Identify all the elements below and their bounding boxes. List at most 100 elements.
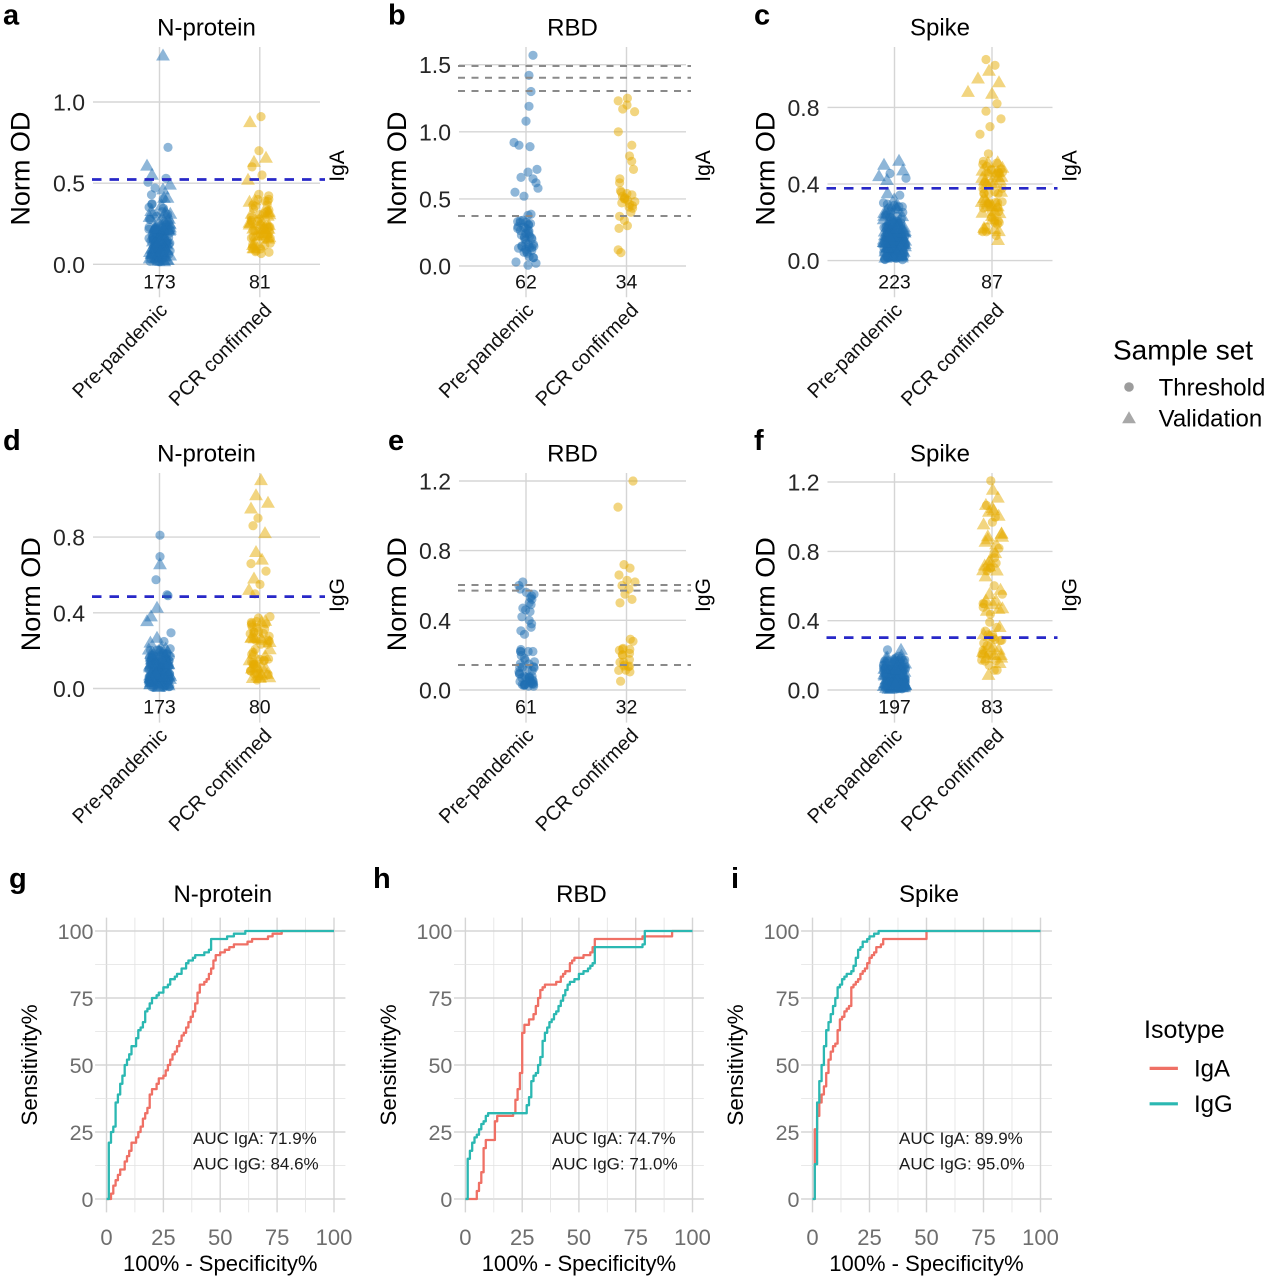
svg-text:0.0: 0.0 — [788, 248, 820, 274]
svg-text:0.4: 0.4 — [788, 172, 820, 198]
svg-text:100: 100 — [764, 920, 800, 944]
svg-text:100: 100 — [58, 920, 94, 944]
svg-text:0.8: 0.8 — [53, 525, 85, 551]
svg-text:N-protein: N-protein — [157, 441, 256, 468]
svg-text:IgG: IgG — [1194, 1091, 1233, 1118]
svg-text:e: e — [388, 425, 404, 457]
svg-text:0.8: 0.8 — [419, 538, 451, 564]
svg-text:50: 50 — [567, 1225, 591, 1250]
svg-text:Norm OD: Norm OD — [16, 537, 46, 651]
svg-text:62: 62 — [515, 271, 537, 293]
svg-text:g: g — [9, 863, 27, 895]
svg-text:75: 75 — [623, 1225, 647, 1250]
svg-text:IgG: IgG — [326, 578, 349, 612]
svg-text:d: d — [3, 425, 21, 457]
svg-text:Norm OD: Norm OD — [6, 112, 36, 226]
svg-text:0.4: 0.4 — [419, 608, 451, 634]
svg-text:AUC IgA: 89.9%: AUC IgA: 89.9% — [899, 1129, 1023, 1148]
svg-text:0: 0 — [459, 1225, 471, 1250]
svg-text:1.0: 1.0 — [53, 90, 85, 116]
svg-text:Spike: Spike — [910, 15, 970, 42]
svg-text:0: 0 — [82, 1188, 94, 1212]
svg-text:RBD: RBD — [547, 441, 598, 468]
svg-text:f: f — [754, 425, 764, 457]
svg-text:1.2: 1.2 — [788, 470, 820, 496]
svg-text:0: 0 — [440, 1188, 452, 1212]
svg-text:Sensitivity%: Sensitivity% — [376, 1004, 401, 1125]
svg-text:0.0: 0.0 — [53, 676, 85, 702]
svg-text:75: 75 — [265, 1225, 289, 1250]
svg-text:IgA: IgA — [1194, 1056, 1230, 1083]
svg-text:IgA: IgA — [1058, 150, 1081, 182]
svg-text:Norm OD: Norm OD — [750, 537, 780, 651]
svg-text:Norm OD: Norm OD — [750, 112, 780, 226]
svg-text:IgA: IgA — [692, 150, 715, 182]
svg-text:h: h — [373, 863, 391, 895]
svg-text:b: b — [388, 0, 406, 32]
svg-text:0.0: 0.0 — [53, 252, 85, 278]
svg-text:83: 83 — [981, 697, 1003, 719]
svg-text:50: 50 — [208, 1225, 232, 1250]
svg-text:50: 50 — [776, 1054, 800, 1078]
svg-text:0.4: 0.4 — [53, 600, 85, 626]
svg-text:25: 25 — [776, 1121, 800, 1145]
svg-text:100% - Specificity%: 100% - Specificity% — [482, 1251, 676, 1276]
svg-text:100: 100 — [674, 1225, 711, 1250]
svg-text:a: a — [3, 0, 20, 32]
svg-text:Sample set: Sample set — [1113, 335, 1253, 366]
svg-text:25: 25 — [510, 1225, 534, 1250]
svg-text:25: 25 — [151, 1225, 175, 1250]
svg-text:AUC IgA: 71.9%: AUC IgA: 71.9% — [193, 1129, 317, 1148]
svg-text:N-protein: N-protein — [173, 881, 272, 908]
svg-text:Spike: Spike — [899, 881, 959, 908]
svg-text:32: 32 — [616, 697, 638, 719]
svg-text:50: 50 — [428, 1054, 452, 1078]
svg-text:1.5: 1.5 — [419, 52, 451, 78]
svg-text:0.0: 0.0 — [419, 254, 451, 280]
svg-text:100: 100 — [1022, 1225, 1059, 1250]
svg-text:25: 25 — [70, 1121, 94, 1145]
svg-text:AUC IgG: 95.0%: AUC IgG: 95.0% — [899, 1155, 1025, 1174]
svg-text:0.0: 0.0 — [788, 678, 820, 704]
svg-text:AUC IgA: 74.7%: AUC IgA: 74.7% — [552, 1129, 676, 1148]
svg-text:IgA: IgA — [326, 150, 349, 182]
svg-text:173: 173 — [143, 697, 176, 719]
svg-text:0: 0 — [100, 1225, 112, 1250]
svg-text:0: 0 — [806, 1225, 818, 1250]
svg-text:i: i — [731, 863, 739, 895]
svg-text:AUC IgG: 71.0%: AUC IgG: 71.0% — [552, 1155, 678, 1174]
svg-text:RBD: RBD — [547, 15, 598, 42]
svg-text:75: 75 — [428, 987, 452, 1011]
svg-text:75: 75 — [776, 987, 800, 1011]
svg-text:0.8: 0.8 — [788, 95, 820, 121]
svg-text:0: 0 — [788, 1188, 800, 1212]
svg-text:173: 173 — [143, 271, 176, 293]
svg-text:0.5: 0.5 — [419, 186, 451, 212]
svg-text:Sensitivity%: Sensitivity% — [723, 1004, 748, 1125]
svg-text:Sensitivity%: Sensitivity% — [17, 1004, 42, 1125]
svg-text:0.5: 0.5 — [53, 171, 85, 197]
svg-text:Isotype: Isotype — [1144, 1016, 1225, 1044]
svg-text:Spike: Spike — [910, 441, 970, 468]
svg-text:197: 197 — [878, 697, 911, 719]
svg-text:0.4: 0.4 — [788, 608, 820, 634]
svg-text:61: 61 — [515, 697, 537, 719]
svg-text:1.0: 1.0 — [419, 119, 451, 145]
svg-text:87: 87 — [981, 271, 1003, 293]
svg-text:Norm OD: Norm OD — [382, 112, 412, 226]
svg-text:IgG: IgG — [692, 578, 715, 612]
svg-text:34: 34 — [616, 271, 638, 293]
svg-text:81: 81 — [249, 271, 271, 293]
svg-text:80: 80 — [249, 697, 271, 719]
svg-text:Threshold: Threshold — [1159, 375, 1266, 402]
svg-text:50: 50 — [914, 1225, 938, 1250]
svg-text:RBD: RBD — [556, 881, 607, 908]
svg-text:100: 100 — [316, 1225, 353, 1250]
svg-text:50: 50 — [70, 1054, 94, 1078]
svg-text:N-protein: N-protein — [157, 15, 256, 42]
svg-text:75: 75 — [971, 1225, 995, 1250]
svg-text:100% - Specificity%: 100% - Specificity% — [123, 1251, 317, 1276]
svg-text:IgG: IgG — [1058, 578, 1081, 612]
svg-text:75: 75 — [70, 987, 94, 1011]
svg-text:0.0: 0.0 — [419, 678, 451, 704]
